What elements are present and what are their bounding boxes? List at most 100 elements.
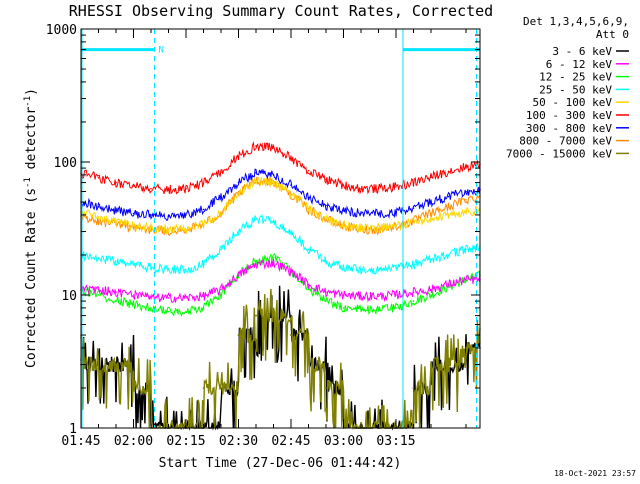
data-point	[430, 212, 432, 215]
x-tick-label: 02:00	[114, 434, 153, 449]
data-point	[202, 295, 205, 297]
x-tick-label: 02:30	[219, 434, 258, 449]
data-point	[115, 300, 117, 302]
data-point	[115, 221, 117, 224]
y-tick-label: 10	[61, 289, 77, 304]
legend-entry-label: 12 - 25 keV	[539, 71, 612, 84]
x-tick-label: 01:45	[61, 434, 100, 449]
data-point	[185, 228, 187, 231]
night-label: N	[159, 46, 164, 56]
data-point	[325, 204, 327, 207]
data-point	[447, 363, 450, 366]
data-point	[360, 308, 362, 311]
data-point	[202, 307, 205, 309]
data-point	[430, 176, 432, 178]
data-point	[447, 170, 450, 173]
data-point	[202, 182, 205, 185]
legend-entry-label: 100 - 300 keV	[526, 109, 612, 122]
data-point	[150, 267, 152, 269]
data-point	[237, 334, 240, 336]
data-point	[307, 283, 310, 286]
data-point	[342, 307, 345, 309]
data-point	[325, 387, 327, 389]
x-tick-label: 02:45	[271, 434, 310, 449]
data-point	[150, 297, 152, 299]
data-point	[412, 291, 415, 293]
data-point	[167, 268, 170, 271]
data-point	[430, 288, 432, 291]
data-point	[202, 387, 205, 389]
data-point	[185, 268, 187, 271]
data-point	[395, 294, 397, 296]
data-point	[272, 257, 275, 259]
data-point	[97, 363, 100, 366]
data-point	[465, 347, 467, 349]
data-point	[272, 314, 275, 317]
data-point	[132, 303, 135, 306]
data-point	[290, 334, 292, 336]
x-tick-label: 02:15	[166, 434, 205, 449]
data-point	[185, 214, 187, 216]
data-point	[430, 217, 432, 219]
data-point	[412, 181, 415, 184]
data-point	[430, 294, 432, 296]
data-point	[97, 217, 100, 219]
data-point	[465, 190, 467, 193]
timestamp: 18-Oct-2021 23:57	[554, 469, 636, 478]
data-point	[167, 228, 170, 231]
data-point	[377, 212, 380, 215]
data-point	[167, 310, 170, 313]
data-point	[115, 260, 117, 262]
data-point	[167, 297, 170, 299]
x-tick-label: 03:15	[376, 434, 415, 449]
data-point	[430, 201, 432, 203]
data-point	[430, 258, 432, 261]
data-point	[465, 198, 467, 201]
data-point	[97, 177, 100, 179]
data-point	[220, 196, 222, 199]
data-point	[447, 254, 450, 256]
data-point	[395, 211, 397, 213]
data-point	[325, 178, 327, 181]
data-point	[255, 260, 257, 262]
data-point	[395, 307, 397, 309]
data-point	[307, 248, 310, 251]
data-point	[272, 146, 275, 149]
data-point	[290, 157, 292, 160]
data-point	[342, 225, 345, 227]
overlay-layer: N	[81, 29, 480, 428]
data-point	[377, 308, 380, 311]
data-point	[465, 279, 467, 281]
y-tick-label: 100	[54, 156, 77, 171]
data-point	[360, 227, 362, 229]
data-point	[132, 225, 135, 227]
series-line	[80, 168, 481, 222]
data-point	[360, 212, 362, 215]
data-point	[325, 291, 327, 293]
data-point	[237, 155, 240, 158]
data-point	[150, 214, 152, 216]
data-point	[97, 294, 100, 296]
data-point	[255, 263, 257, 266]
data-point	[97, 206, 100, 208]
data-point	[465, 166, 467, 168]
data-point	[342, 294, 345, 296]
data-point	[150, 307, 152, 309]
data-point	[132, 294, 135, 296]
legend-entry-label: 3 - 6 keV	[552, 45, 612, 58]
data-point	[360, 295, 362, 297]
data-point	[377, 268, 380, 271]
data-point	[115, 209, 117, 212]
data-point	[447, 206, 450, 208]
data-point	[307, 288, 310, 291]
data-point	[395, 186, 397, 188]
data-point	[307, 363, 310, 366]
data-point	[272, 220, 275, 222]
data-point	[255, 218, 257, 221]
data-point	[185, 310, 187, 313]
data-point	[325, 260, 327, 262]
y-tick-label: 1	[69, 422, 77, 437]
